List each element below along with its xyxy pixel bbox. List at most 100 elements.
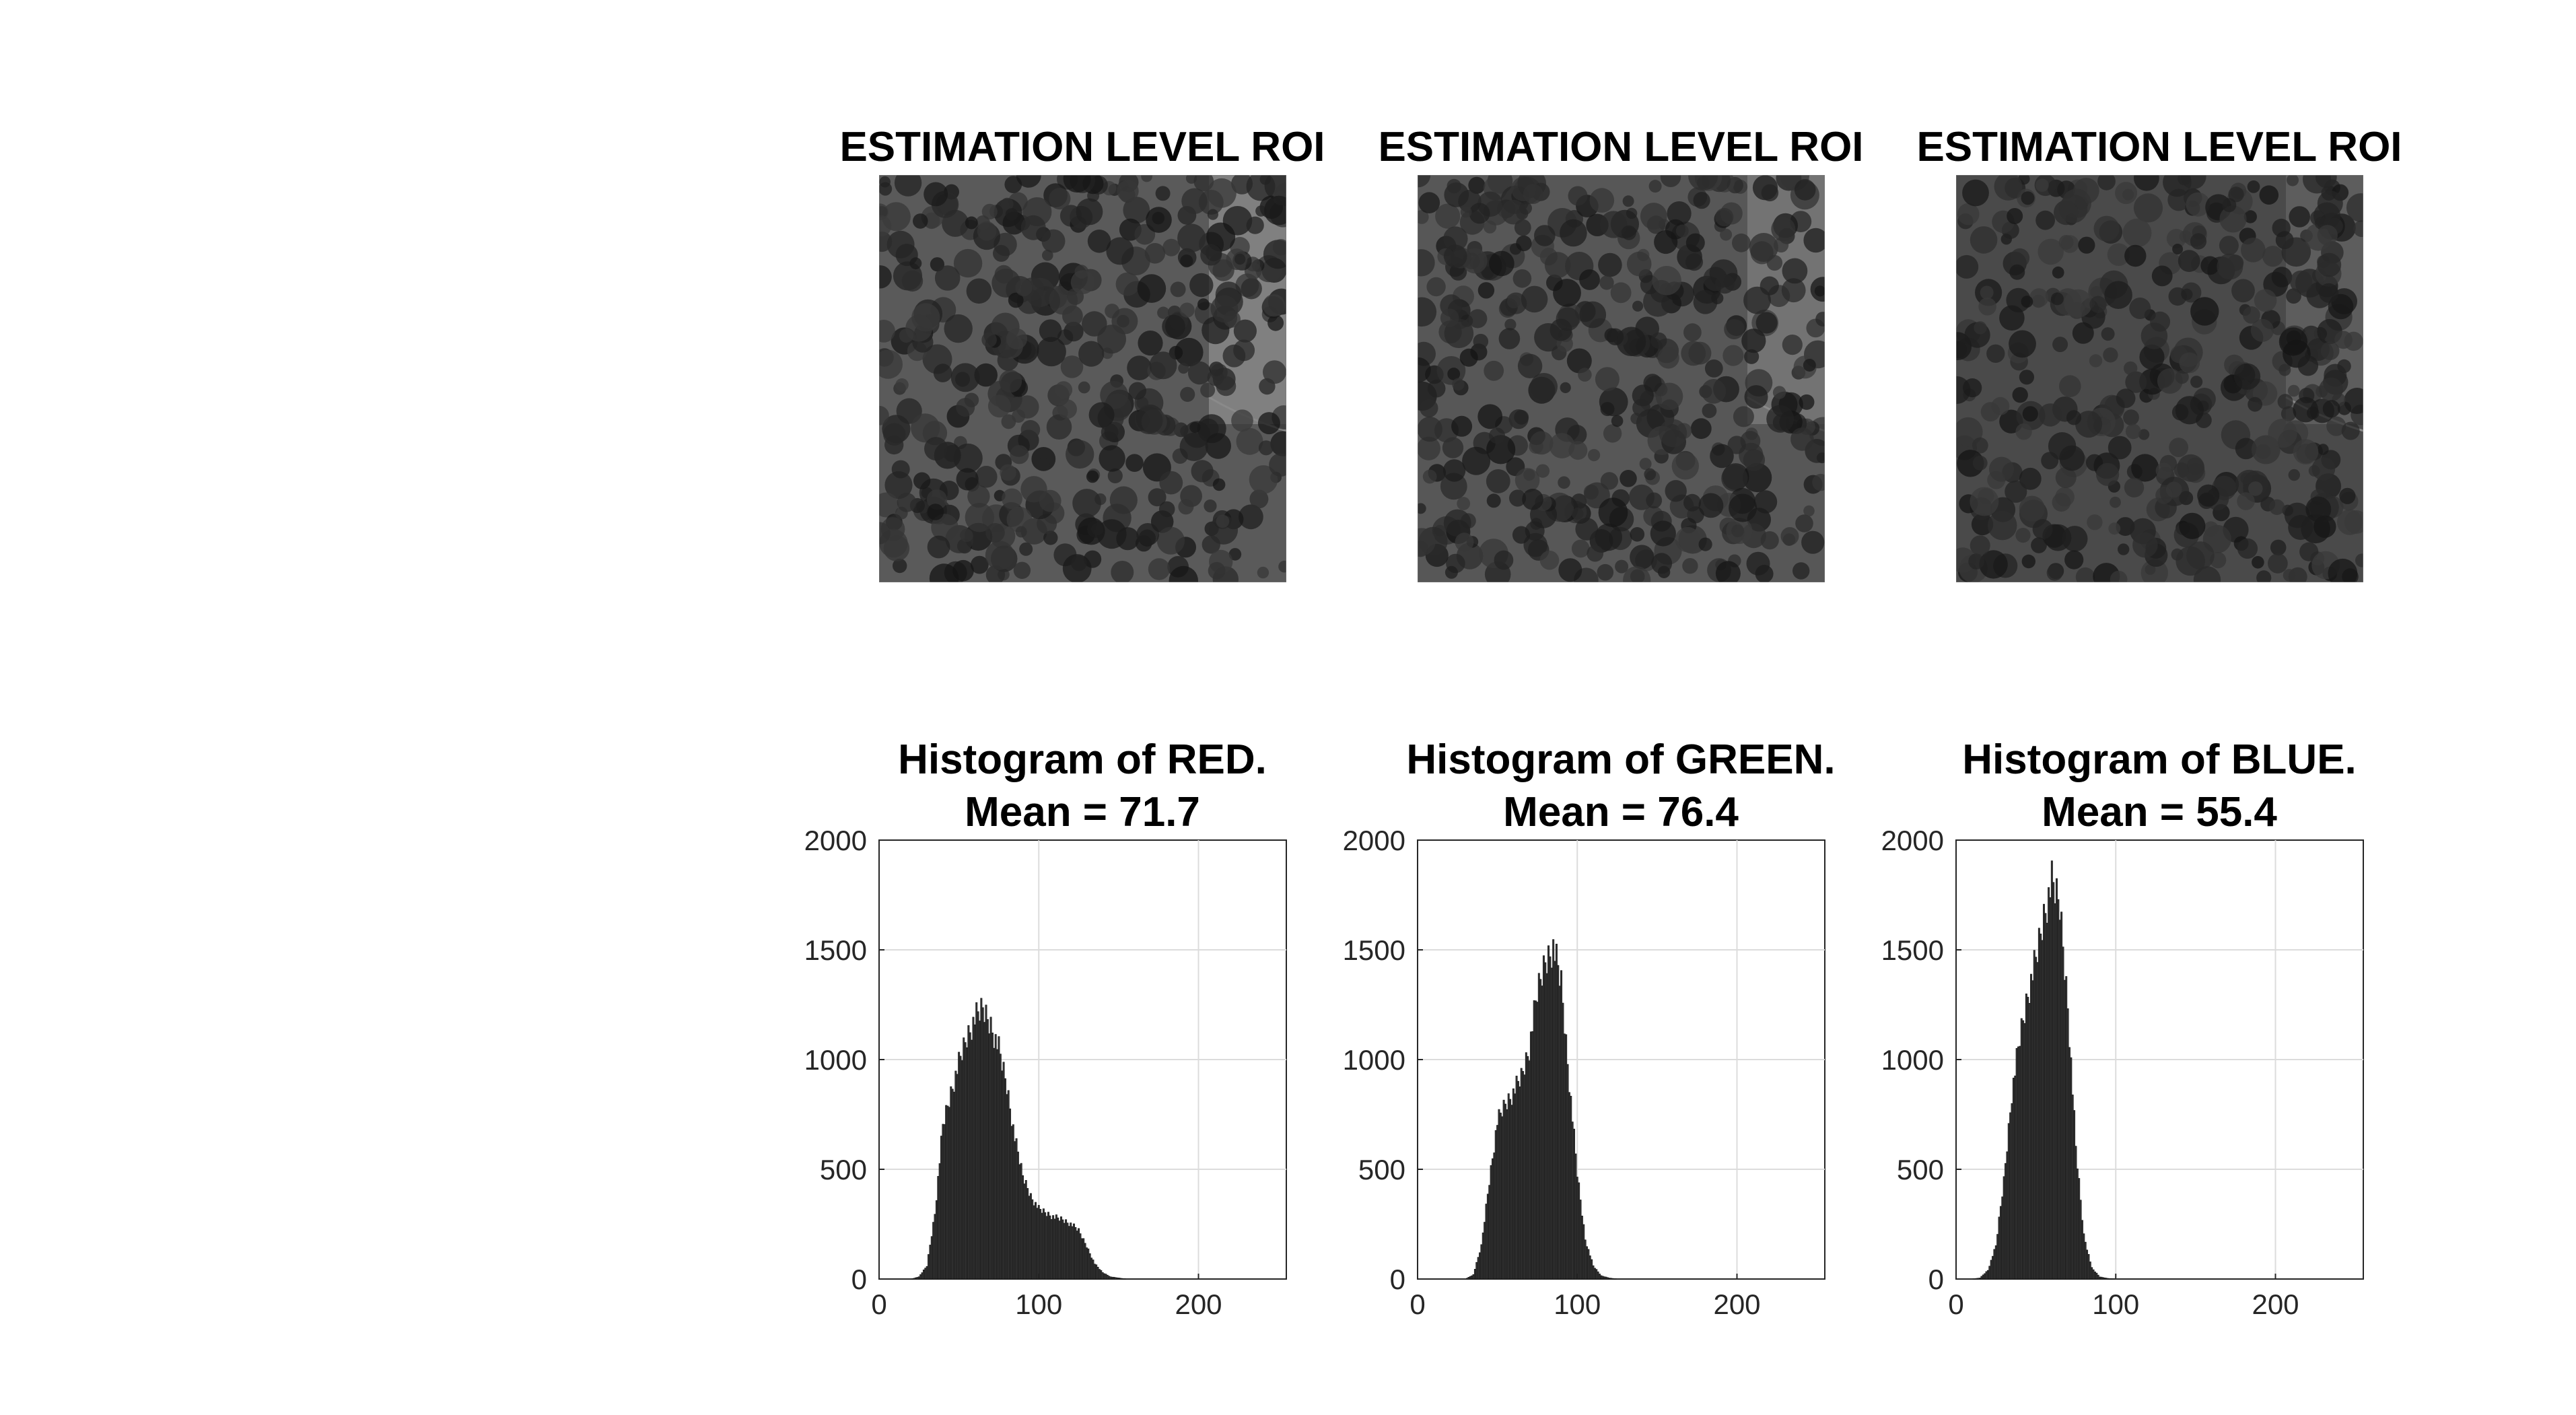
histogram-bar (986, 1019, 989, 1280)
histogram-bar (1116, 1277, 1118, 1280)
roi-tree (1138, 331, 1163, 356)
roi-tree (1109, 486, 1138, 514)
roi-tree (1442, 437, 1464, 458)
histogram-bar (1510, 1105, 1513, 1280)
roi-tree (1553, 279, 1581, 307)
roi-tree (1435, 203, 1461, 229)
roi-tree (1566, 348, 1592, 374)
y-tick-label: 1000 (1343, 1044, 1405, 1076)
histogram-bar (1001, 1070, 1004, 1280)
histogram-bar (1571, 1121, 1574, 1280)
roi-tree (1178, 499, 1194, 515)
histogram-bar (942, 1124, 944, 1280)
roi-tree (1420, 399, 1438, 417)
roi-tree (2237, 538, 2258, 559)
roi-tree (1231, 409, 1253, 432)
histogram-bar (1494, 1130, 1497, 1280)
histogram-bar (2110, 1278, 2112, 1280)
histogram-bar (1982, 1274, 1984, 1280)
roi-tree (1444, 565, 1458, 579)
histogram-bar (2030, 973, 2032, 1280)
histogram-bar (2079, 1200, 2082, 1280)
roi-tree (1803, 359, 1816, 372)
roi-tree (1962, 179, 1989, 207)
histogram-bar (2049, 897, 2052, 1280)
histogram-bar (958, 1051, 961, 1280)
roi-tree (1469, 203, 1490, 224)
histogram-bar (1117, 1278, 1120, 1280)
histogram-bar (1586, 1246, 1588, 1280)
roi-tree (1588, 449, 1601, 462)
histogram-bar (2001, 1196, 2004, 1280)
histogram-bar (1605, 1276, 1607, 1280)
roi-tree (2317, 225, 2338, 246)
histogram-bar (2048, 887, 2050, 1280)
roi-tree (1484, 360, 1504, 381)
roi-tree (1257, 566, 1269, 579)
roi-tree (1191, 460, 1214, 483)
roi-tree (2038, 403, 2062, 427)
y-tick-label: 0 (851, 1264, 867, 1295)
roi-tree (1418, 249, 1435, 277)
histogram-bar (1010, 1126, 1013, 1280)
histogram-bar (1554, 961, 1556, 1280)
histogram-bar (1466, 1278, 1469, 1280)
histogram-bar (1028, 1196, 1031, 1280)
roi-tree (1516, 235, 1532, 252)
roi-tree (1123, 197, 1150, 223)
roi-tree (1980, 285, 1994, 300)
roi-tree (1606, 328, 1624, 345)
roi-tree (2021, 191, 2035, 205)
roi-tree (1675, 224, 1689, 238)
roi-tree (1202, 316, 1230, 345)
roi-tree (927, 535, 950, 559)
histogram-bar (1601, 1276, 1604, 1280)
roi-tree (1012, 409, 1026, 423)
histogram-bar (2083, 1233, 2085, 1280)
histogram-bar (1057, 1217, 1059, 1280)
histogram-bar (1101, 1272, 1104, 1280)
roi-tree (1729, 493, 1757, 522)
roi-tree (1468, 309, 1488, 329)
roi-tree (1746, 551, 1770, 576)
histogram-bar (2054, 903, 2056, 1280)
roi-tree (1111, 561, 1134, 582)
roi-tree (2177, 454, 2205, 482)
histogram-bar (1501, 1116, 1504, 1280)
roi-tree (1486, 469, 1510, 493)
roi-tree (1698, 493, 1724, 518)
roi-tree (1772, 386, 1786, 399)
histogram-bar (1480, 1244, 1483, 1280)
roi-tree (2031, 537, 2047, 553)
roi-tree (1519, 201, 1532, 215)
histogram-bar (2078, 1178, 2081, 1280)
roi-tree (1055, 381, 1073, 399)
roi-tree (901, 270, 924, 292)
histogram-bar (1103, 1273, 1106, 1280)
roi-tree (2075, 411, 2103, 438)
roi-tree (2124, 477, 2145, 497)
y-tick-label: 2000 (1343, 825, 1405, 856)
histogram-bar (2062, 946, 2064, 1280)
roi-tree (2110, 496, 2121, 508)
roi-tree (1159, 471, 1183, 495)
roi-tree (2055, 467, 2077, 488)
roi-tree (2021, 554, 2035, 569)
histogram-bar (1527, 1056, 1529, 1280)
roi-tree (2175, 370, 2189, 384)
roi-tree (1721, 464, 1748, 492)
roi-tree (2269, 499, 2285, 515)
histogram-bar (1018, 1164, 1021, 1280)
histogram-bar (945, 1105, 948, 1280)
roi-tree (1136, 523, 1160, 546)
roi-tree (1595, 367, 1620, 392)
histogram-bar (996, 1049, 999, 1280)
roi-tree (2138, 429, 2150, 440)
histogram-bar (975, 1002, 978, 1280)
histogram-bar (953, 1091, 955, 1280)
histogram-bar (1565, 1034, 1568, 1280)
roi-tree (1249, 465, 1278, 494)
histogram-bar (1587, 1249, 1590, 1280)
roi-tree (1651, 553, 1673, 574)
histogram-bar (1029, 1193, 1032, 1280)
